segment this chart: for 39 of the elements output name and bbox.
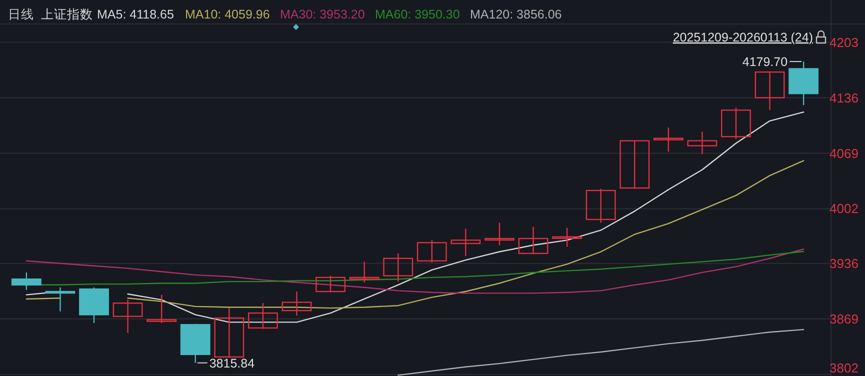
candlestick — [416, 240, 447, 264]
annotation: 3815.84 — [209, 356, 255, 370]
annotation: 20251209-20260113 (24) — [672, 30, 813, 44]
y-tick-label: 3802 — [830, 360, 858, 376]
candlestick — [653, 126, 684, 152]
y-tick-label: 4203 — [830, 34, 858, 50]
candlestick — [450, 228, 481, 257]
text: MA120: 3856.06 — [470, 7, 562, 22]
candlestick — [45, 286, 76, 312]
chart-title: 上证指数 — [41, 7, 93, 22]
candlestick — [349, 261, 380, 284]
text: MA30: 3953.20 — [280, 7, 365, 22]
candlestick — [146, 294, 177, 324]
candlestick — [248, 302, 278, 330]
candlestick — [721, 107, 751, 140]
candlestick — [620, 140, 650, 190]
candlestick — [552, 227, 582, 248]
text: MA10: 4059.96 — [185, 7, 270, 22]
candlestick — [383, 252, 414, 282]
candlestick — [112, 299, 143, 334]
chart-subtitle: 日线 — [8, 7, 34, 22]
y-tick-label: 4136 — [830, 90, 858, 106]
line-series — [398, 328, 804, 376]
y-tick-label: 3936 — [830, 256, 858, 271]
text: MA60: 3950.30 — [375, 7, 460, 22]
candlestick — [687, 131, 718, 155]
candlestick — [214, 307, 244, 358]
line-series — [26, 248, 804, 294]
candlestick — [586, 188, 616, 224]
y-tick-label: 4002 — [830, 201, 858, 216]
text: MA5: 4118.65 — [97, 7, 174, 22]
y-tick-label: 3869 — [830, 311, 858, 326]
candlestick — [484, 222, 514, 246]
candlestick — [316, 275, 346, 293]
candlestick — [518, 226, 548, 255]
candlestick — [754, 70, 785, 111]
y-tick-label: 4069 — [830, 146, 858, 161]
candlestick — [282, 290, 312, 316]
annotation: 4179.70 — [742, 54, 788, 69]
